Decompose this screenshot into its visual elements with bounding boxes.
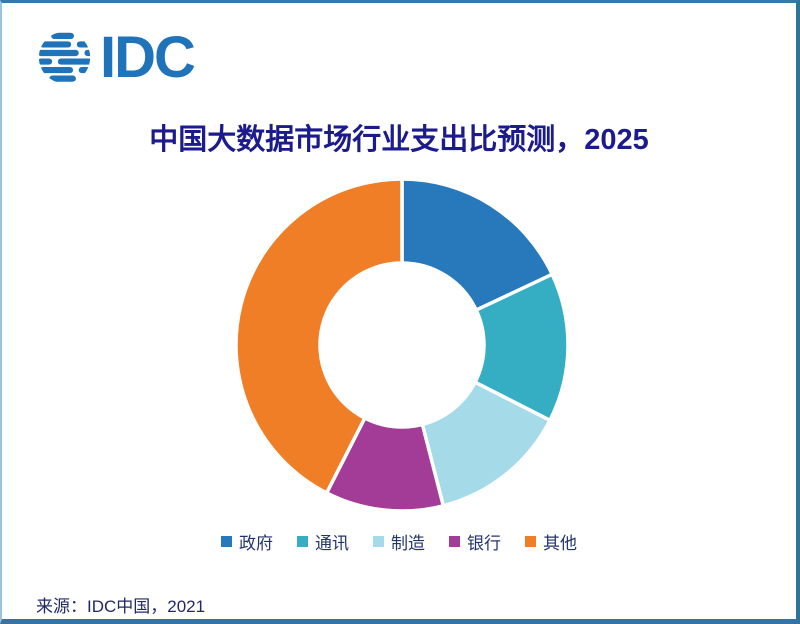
legend-item-government: 政府 — [221, 529, 273, 554]
source-note: 来源：IDC中国，2021 — [36, 597, 206, 616]
idc-globe-icon — [38, 32, 91, 82]
legend-swatch-telecom — [297, 536, 308, 547]
donut-slice-政府 — [400, 177, 554, 312]
legend-item-manufacturing: 制造 — [373, 529, 425, 554]
idc-logo: IDC — [36, 25, 196, 90]
donut-slice-其他 — [234, 177, 404, 495]
legend-label-banking: 银行 — [467, 534, 501, 553]
legend-label-others: 其他 — [543, 534, 577, 553]
chart-title: 中国大数据市场行业支出比预测，2025 — [149, 124, 649, 156]
legend-swatch-government — [221, 536, 232, 547]
legend-swatch-others — [525, 536, 536, 547]
legend-label-government: 政府 — [239, 534, 273, 553]
idc-logo-text: IDC — [100, 25, 196, 90]
legend-label-manufacturing: 制造 — [391, 534, 425, 553]
legend-swatch-banking — [449, 536, 460, 547]
donut-slice-通讯 — [473, 272, 570, 423]
legend-swatch-manufacturing — [373, 536, 384, 547]
legend-item-telecom: 通讯 — [297, 529, 349, 554]
donut-chart — [234, 177, 570, 513]
legend-item-banking: 银行 — [449, 529, 501, 554]
chart-legend: 政府 通讯 制造 银行 其他 — [2, 529, 796, 554]
legend-item-others: 其他 — [525, 529, 577, 554]
legend-label-telecom: 通讯 — [315, 534, 349, 553]
